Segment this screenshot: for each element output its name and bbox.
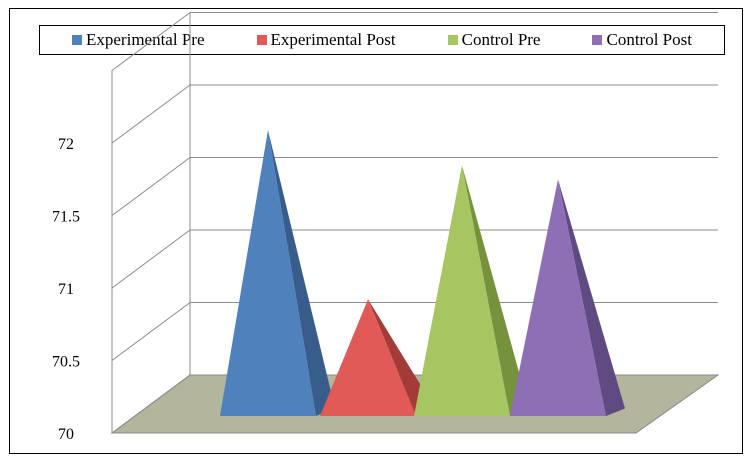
y-tick-label: 72 bbox=[58, 136, 74, 153]
pyramid-front-1 bbox=[220, 130, 316, 416]
gridline-side bbox=[111, 302, 191, 361]
legend-label-control-pre: Control Pre bbox=[461, 30, 541, 49]
pyramid-side-3 bbox=[462, 165, 529, 416]
y-tick-label: 71 bbox=[58, 281, 74, 298]
pyramid-front-4 bbox=[510, 179, 606, 416]
pyramid-side-4 bbox=[558, 179, 625, 416]
legend-item-control-pre: Control Pre bbox=[447, 30, 541, 50]
pyramid-front-2 bbox=[320, 299, 416, 416]
pyramid-side-1 bbox=[268, 130, 335, 416]
y-tick-label: 70 bbox=[58, 426, 74, 443]
legend-label-experimental-pre: Experimental Pre bbox=[86, 30, 205, 49]
legend-item-experimental-post: Experimental Post bbox=[256, 30, 396, 50]
legend-label-control-post: Control Post bbox=[606, 30, 692, 49]
gridline-side bbox=[111, 12, 191, 71]
gridline-side bbox=[111, 229, 191, 289]
legend-swatch-experimental-pre bbox=[72, 35, 82, 45]
legend-swatch-experimental-post bbox=[256, 35, 267, 45]
legend-item-experimental-pre: Experimental Pre bbox=[72, 30, 205, 50]
pyramid-side-2 bbox=[368, 299, 435, 416]
y-tick-label: 70.5 bbox=[52, 354, 80, 371]
legend-item-control-post: Control Post bbox=[592, 30, 692, 50]
gridline-side bbox=[111, 374, 191, 434]
pyramid-front-3 bbox=[414, 165, 510, 416]
legend-swatch-control-post bbox=[592, 35, 603, 45]
legend-swatch-control-pre bbox=[447, 35, 458, 45]
y-tick-label: 71.5 bbox=[52, 209, 80, 226]
gridline-side bbox=[111, 84, 191, 144]
legend-label-experimental-post: Experimental Post bbox=[270, 30, 396, 49]
gridline-side bbox=[111, 157, 191, 216]
chart-legend: Experimental Pre Experimental Post Contr… bbox=[39, 25, 725, 55]
